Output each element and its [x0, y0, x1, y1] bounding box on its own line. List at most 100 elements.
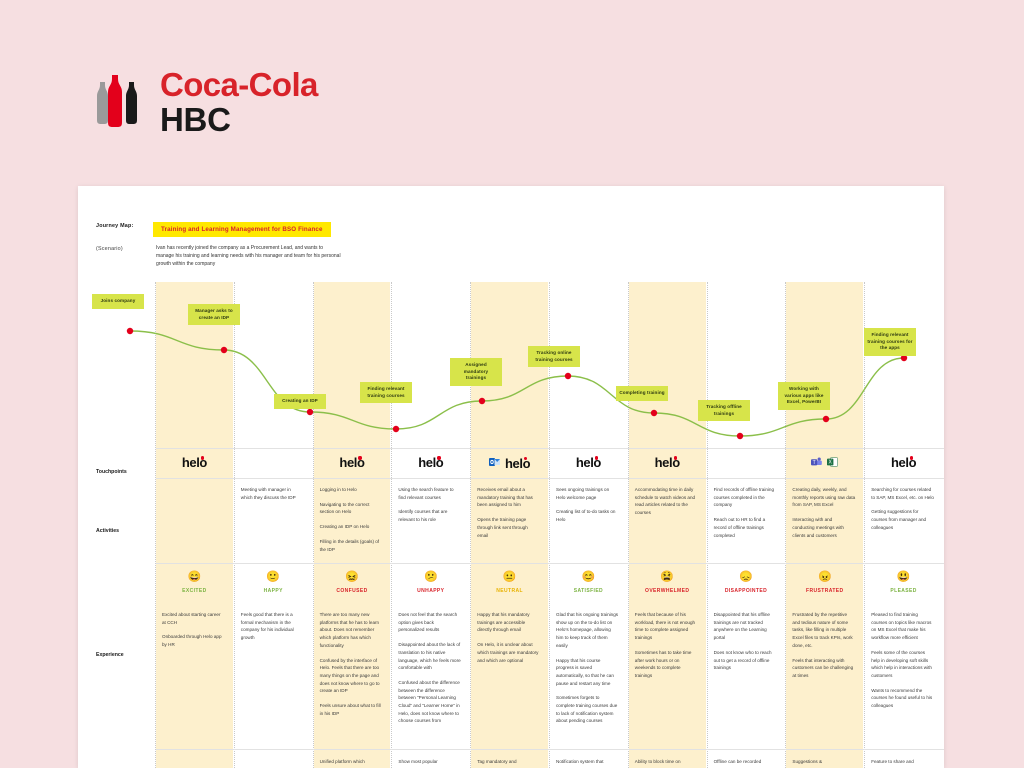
activities-cell: Logging in to Helo Navigating to the corr…: [320, 486, 383, 560]
experience-cell: Pleased to find training courses on topi…: [871, 611, 934, 717]
helo-dot-icon: [524, 456, 528, 461]
column-separator: [470, 282, 472, 768]
experience-item: Pleased to find training courses on topi…: [871, 612, 932, 641]
column-separator: [706, 282, 708, 768]
emotion-label: NEUTRAL: [496, 588, 523, 594]
emotion-point[interactable]: [126, 327, 134, 335]
journey-step-note[interactable]: Creating an IDP: [274, 394, 326, 409]
column-band: [313, 282, 391, 768]
touchpoint-cell: helo: [471, 454, 548, 472]
journey-step-note[interactable]: Manager asks to create an IDP: [188, 304, 240, 326]
activity-item: Creating list of to-do tasks on Helo: [556, 509, 616, 523]
touchpoint-icon-group: helo: [471, 454, 548, 472]
journey-map-board: Journey Map: Training and Learning Manag…: [78, 186, 944, 768]
emotion-point[interactable]: [650, 409, 658, 417]
journey-step-note[interactable]: Tracking online training courses: [528, 346, 580, 368]
journey-step-note[interactable]: Finding relevant training courses: [360, 382, 412, 404]
experience-item: Wants to recommend the courses he found …: [871, 687, 933, 709]
emotion-point[interactable]: [478, 397, 486, 405]
experience-item: Excited about starting career at CCH: [162, 612, 221, 625]
journey-step-note[interactable]: Working with various apps like Excel, Po…: [778, 382, 830, 410]
activity-item: Interacting with and conducting meetings…: [792, 517, 844, 538]
journey-step-note[interactable]: Assigned mandatory trainings: [450, 358, 502, 386]
experience-item: Onboarded through Helo app by HR: [162, 634, 222, 648]
experience-item: Glad that his ongoing trainings show up …: [556, 612, 619, 648]
experience-item: Frustrated by the repetitive and tedious…: [792, 612, 853, 648]
column-separator: [549, 282, 550, 768]
opportunity-item: Suggestions &: [792, 759, 823, 764]
journey-map-title: Training and Learning Management for BSO…: [153, 222, 331, 237]
emotion-point[interactable]: [822, 415, 830, 423]
touchpoint-cell: helo: [392, 454, 469, 472]
experience-item: Confused about the difference between th…: [398, 679, 460, 724]
experience-cell: Frustrated by the repetitive and tedious…: [792, 611, 855, 687]
column-separator: [233, 282, 235, 768]
emotion-point[interactable]: [564, 372, 572, 380]
activity-item: Creating daily, weekly, and monthly repo…: [792, 487, 856, 508]
microsoft-teams-icon: T: [811, 454, 823, 472]
row-divider-touchpoints: [156, 448, 944, 449]
activities-cell: Using the search feature to find relevan…: [398, 486, 461, 531]
experience-item: Feels that interacting with customers ca…: [792, 657, 854, 678]
row-label-experience: Experience: [96, 652, 124, 658]
column-separator: [391, 282, 393, 768]
helo-logo: helo: [339, 455, 365, 470]
experience-item: Disappointed that his offline trainings …: [713, 612, 770, 641]
experience-item: On Helo, it is unclear about which train…: [477, 642, 539, 663]
emotion-point[interactable]: [220, 346, 228, 354]
activity-item: Creating an IDP on Helo: [319, 524, 370, 530]
helo-dot-icon: [673, 456, 678, 460]
activity-item: Reach out to HR to find a record of offl…: [713, 517, 766, 538]
column-separator: [627, 282, 629, 768]
journey-step-note[interactable]: Completing training: [616, 386, 668, 401]
activities-cell: Accommodating time in daily schedule to …: [635, 486, 698, 524]
column-band: [628, 282, 706, 768]
journey-map-label: Journey Map:: [96, 223, 134, 229]
opportunity-item: Notification system that: [556, 759, 604, 764]
activities-cell: Sees ongoing trainings on Helo welcome p…: [556, 486, 619, 531]
logo-title-line1: Coca-Cola: [160, 66, 318, 103]
column-separator: [155, 282, 156, 768]
emotion-label: PLEASED: [890, 588, 917, 594]
experience-cell: Feels good that there is a formal mechan…: [241, 611, 304, 649]
column-separator: [864, 282, 866, 768]
activity-item: Find records of offline training courses…: [713, 487, 775, 508]
helo-logo: helo: [505, 455, 531, 471]
emotion-emoji: 😊: [581, 571, 596, 583]
activity-item: Searching for courses related to SAP, MS…: [871, 487, 934, 500]
experience-item: Sometimes has to take time after work ho…: [634, 649, 692, 678]
emotion-emoji: 😞: [739, 571, 753, 583]
journey-step-note[interactable]: Joins company: [92, 294, 144, 309]
activities-cell: Creating daily, weekly, and monthly repo…: [792, 486, 855, 546]
emotion-emoji: 😐: [502, 571, 517, 583]
helo-dot-icon: [437, 456, 441, 460]
column-band: [786, 282, 864, 768]
emotion-point[interactable]: [900, 354, 908, 362]
column-band: [156, 282, 233, 768]
experience-cell: There are too many new platforms that he…: [320, 611, 383, 724]
emotion-point[interactable]: [736, 432, 744, 440]
coca-cola-hbc-logo: Coca-Cola HBC: [86, 68, 318, 136]
emotion-label: UNHAPPY: [417, 588, 445, 594]
emotion-label: DISAPPOINTED: [724, 588, 768, 594]
activities-cell: Receives email about a mandatory trainin…: [477, 486, 540, 546]
svg-text:T: T: [813, 460, 816, 466]
experience-item: There are too many new platforms that he…: [319, 612, 380, 648]
helo-dot-icon: [594, 456, 599, 460]
journey-step-note[interactable]: Finding relevant training courses for th…: [864, 328, 916, 356]
journey-step-note[interactable]: Tracking offline trainings: [698, 400, 750, 422]
experience-item: Feels that because of his workload, ther…: [634, 612, 696, 641]
experience-cell: Feels that because of his workload, ther…: [635, 611, 698, 687]
emotion-emoji: 😖: [345, 571, 359, 583]
activities-cell: Searching for courses related to SAP, MS…: [871, 486, 934, 539]
emotion-point[interactable]: [392, 425, 400, 433]
opportunity-item: Tag mandatory and: [477, 759, 517, 764]
experience-item: Happy that his mandatory trainings are a…: [477, 612, 530, 633]
experience-cell: Excited about starting career at CCH Onbo…: [162, 611, 225, 656]
bottles-icon: [86, 71, 148, 133]
emotion-label: CONFUSED: [336, 588, 368, 594]
emotion-label: OVERWHELMED: [645, 588, 690, 594]
helo-logo: helo: [891, 455, 917, 470]
emotion-point[interactable]: [306, 408, 314, 416]
